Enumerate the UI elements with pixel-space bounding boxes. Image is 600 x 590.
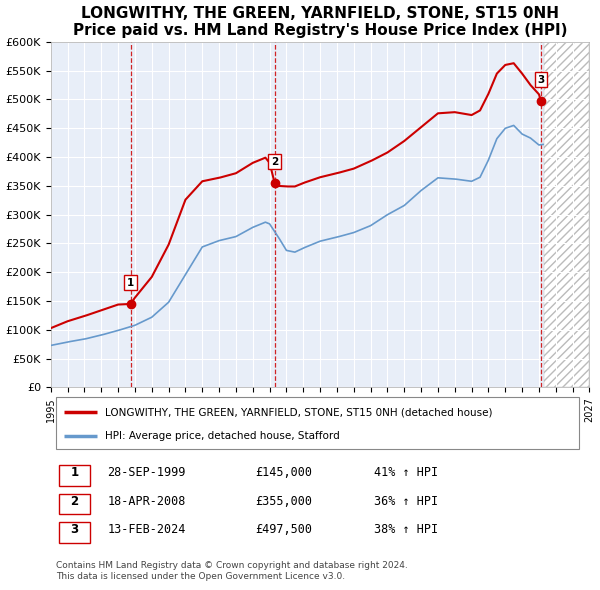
Text: 13-FEB-2024: 13-FEB-2024 [107,523,186,536]
FancyBboxPatch shape [59,522,90,543]
FancyBboxPatch shape [56,397,578,450]
Text: 18-APR-2008: 18-APR-2008 [107,495,186,508]
Text: 2: 2 [70,495,79,508]
FancyBboxPatch shape [59,494,90,514]
Text: 36% ↑ HPI: 36% ↑ HPI [374,495,438,508]
Title: LONGWITHY, THE GREEN, YARNFIELD, STONE, ST15 0NH
Price paid vs. HM Land Registry: LONGWITHY, THE GREEN, YARNFIELD, STONE, … [73,5,568,38]
Text: 3: 3 [538,75,545,85]
Text: LONGWITHY, THE GREEN, YARNFIELD, STONE, ST15 0NH (detached house): LONGWITHY, THE GREEN, YARNFIELD, STONE, … [104,407,492,417]
Text: 1: 1 [127,278,134,288]
Text: HPI: Average price, detached house, Stafford: HPI: Average price, detached house, Staf… [104,431,340,441]
Text: £355,000: £355,000 [256,495,313,508]
Text: 2: 2 [271,157,278,167]
Text: 28-SEP-1999: 28-SEP-1999 [107,467,186,480]
Text: 1: 1 [70,467,79,480]
Text: £145,000: £145,000 [256,467,313,480]
Text: 3: 3 [70,523,79,536]
Text: 41% ↑ HPI: 41% ↑ HPI [374,467,438,480]
Text: Contains HM Land Registry data © Crown copyright and database right 2024.
This d: Contains HM Land Registry data © Crown c… [56,561,408,581]
FancyBboxPatch shape [59,465,90,486]
Text: £497,500: £497,500 [256,523,313,536]
Text: 38% ↑ HPI: 38% ↑ HPI [374,523,438,536]
